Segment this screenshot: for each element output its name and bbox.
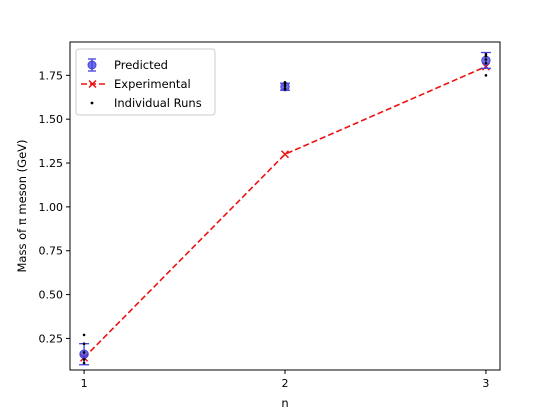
individual-run-point — [283, 81, 287, 84]
predicted-point — [79, 343, 90, 366]
legend-label-experimental: Experimental — [114, 77, 191, 91]
y-tick-label: 1.50 — [39, 113, 64, 126]
y-axis-ticks: 0.25 0.50 0.75 1.00 1.25 1.50 1.75 — [39, 69, 70, 345]
legend-label-individual-runs: Individual Runs — [114, 96, 202, 110]
experimental-line — [83, 65, 487, 359]
legend-label-predicted: Predicted — [114, 58, 168, 72]
y-tick-label: 0.75 — [39, 245, 64, 258]
experimental-point — [280, 150, 290, 159]
y-tick-label: 0.50 — [39, 289, 64, 302]
individual-run-point — [82, 351, 86, 354]
x-axis-ticks: 1 2 3 — [81, 370, 489, 390]
x-axis-label: n — [281, 396, 288, 410]
individual-run-point — [82, 358, 86, 361]
individual-run-point — [484, 58, 488, 61]
individual-run-point — [484, 61, 488, 65]
x-tick-label: 3 — [482, 377, 489, 390]
plot-frame — [69, 41, 501, 371]
legend: Predicted Experimental Individual Runs — [75, 48, 216, 116]
individual-run-point — [484, 52, 488, 56]
individual-run-point — [82, 361, 86, 365]
individual-run-point — [82, 333, 86, 337]
legend-swatch-predicted — [87, 58, 97, 72]
y-tick-label: 1.75 — [39, 69, 64, 82]
y-tick-label: 0.25 — [39, 332, 64, 345]
experimental-marker-stroke — [280, 150, 290, 159]
legend-experimental-marker — [88, 79, 97, 89]
y-axis-label: Mass of π meson (GeV) — [15, 139, 29, 272]
legend-runs-marker — [90, 101, 94, 105]
legend-swatch-individual-runs — [90, 101, 94, 105]
individual-run-point — [283, 88, 287, 91]
x-tick-label: 1 — [81, 377, 88, 390]
individual-run-point — [484, 74, 488, 77]
legend-predicted-marker — [87, 60, 97, 70]
individual-run-point — [82, 342, 86, 345]
y-tick-label: 1.00 — [39, 201, 64, 214]
series-individual-runs — [82, 52, 488, 365]
y-tick-label: 1.25 — [39, 157, 64, 170]
legend-box — [75, 48, 216, 116]
individual-run-point — [283, 84, 287, 88]
legend-swatch-experimental — [81, 79, 105, 89]
x-tick-label: 2 — [282, 377, 289, 390]
